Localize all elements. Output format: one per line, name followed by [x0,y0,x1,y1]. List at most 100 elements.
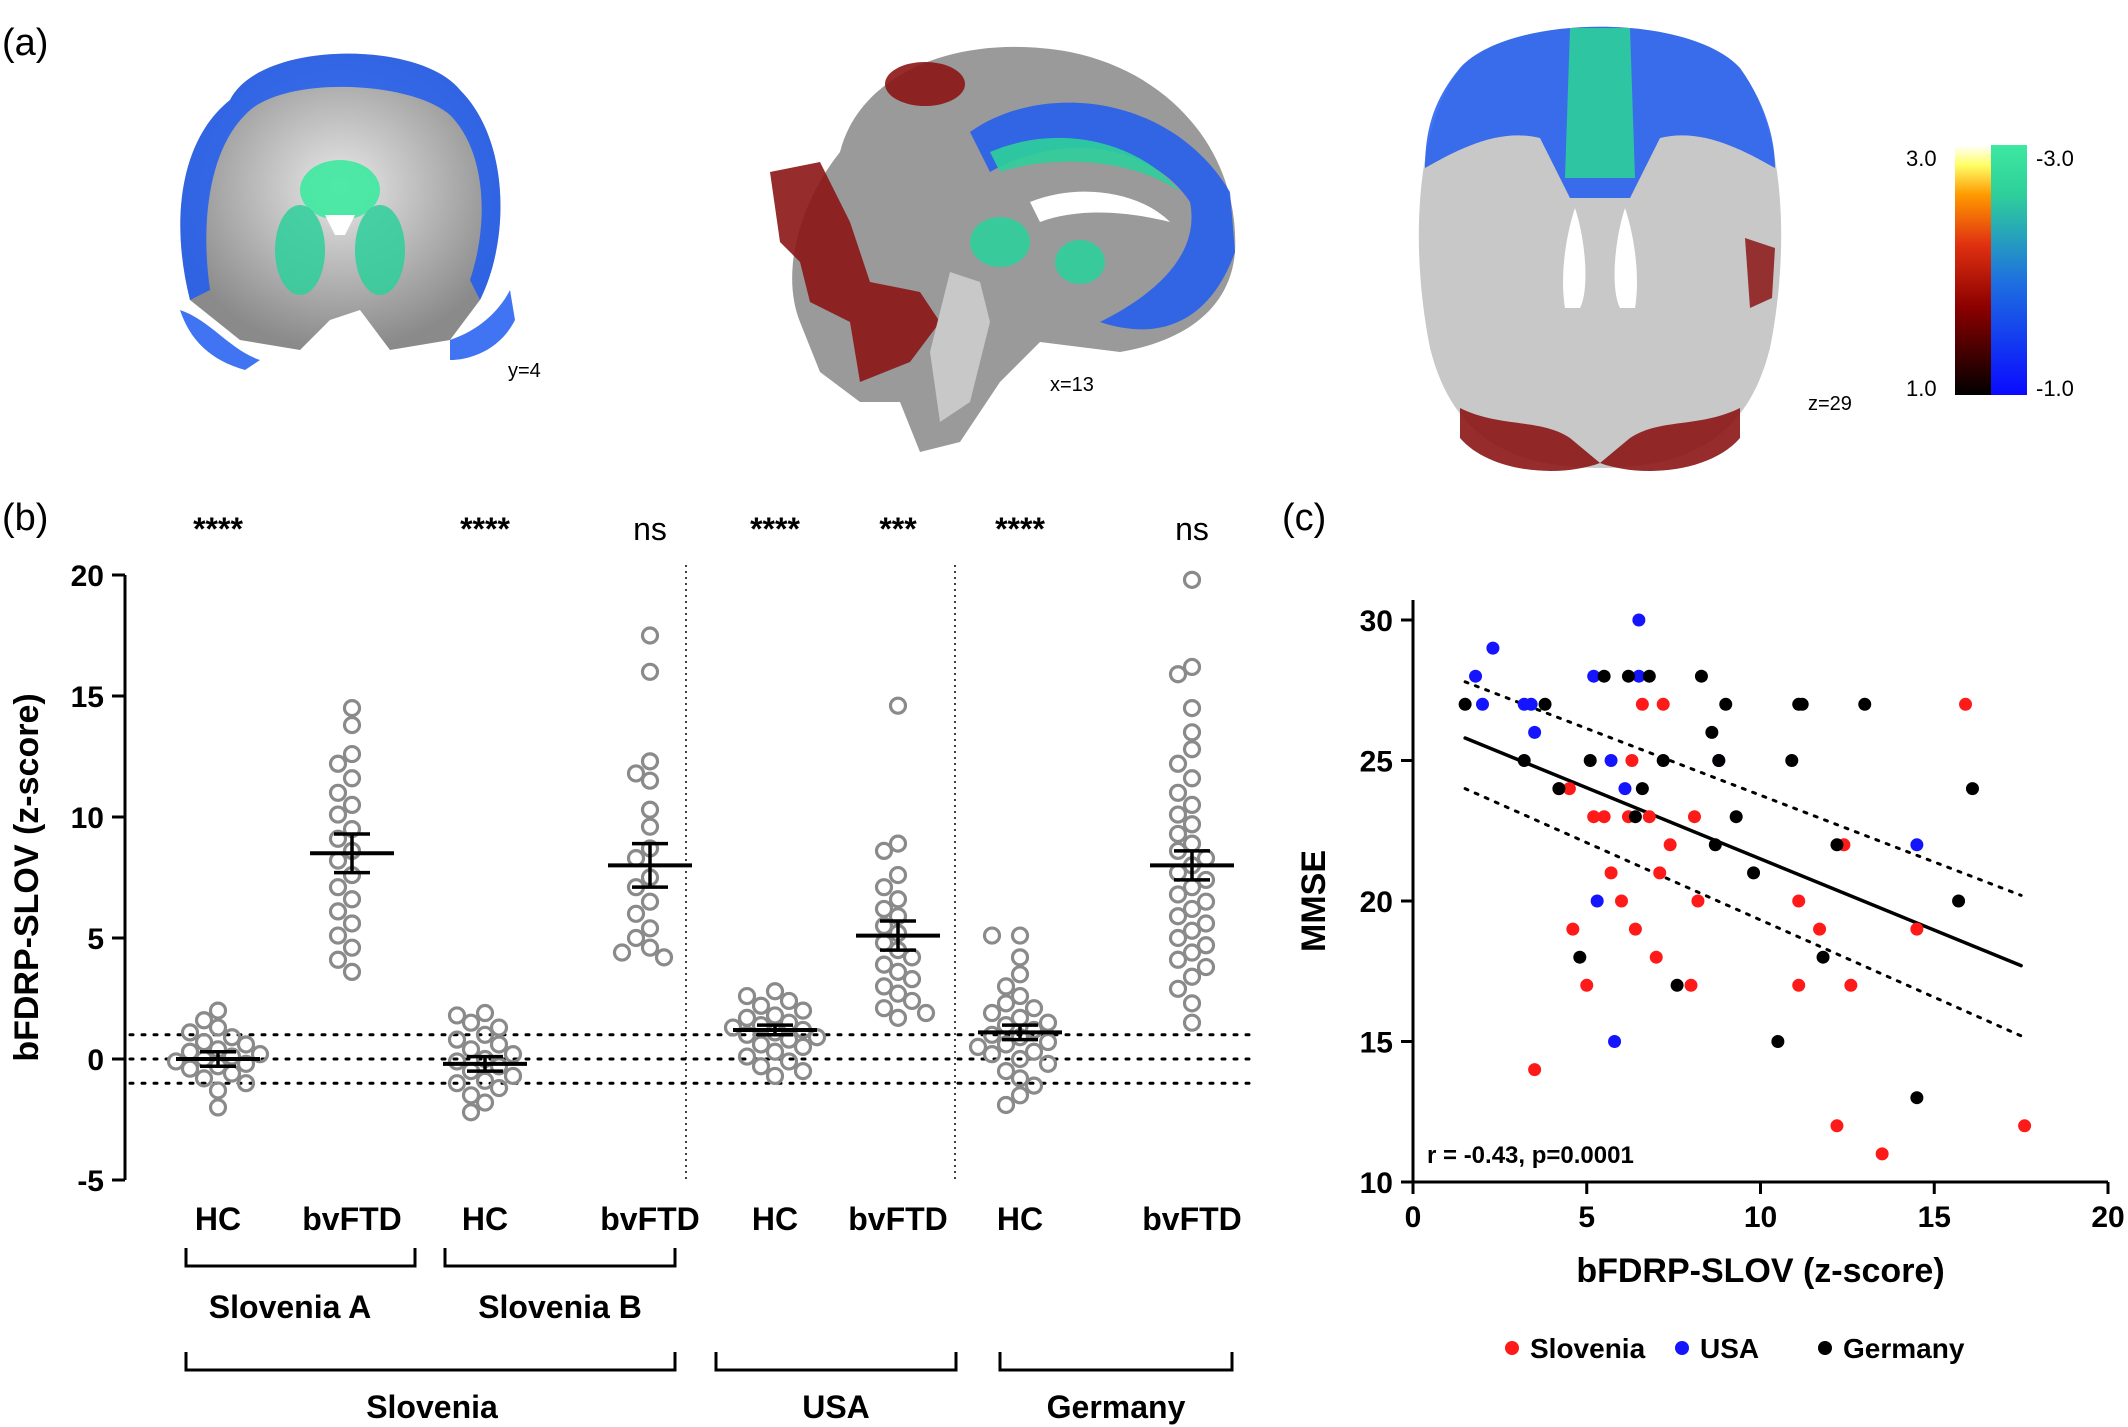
data-point-slovenia [1663,838,1677,852]
data-point [503,1045,523,1064]
y-tick-label: 25 [1360,746,1393,779]
data-point [640,938,660,957]
data-point [1182,967,1202,986]
data-point-germany [1910,1091,1924,1105]
data-point-slovenia [1687,810,1701,824]
cohort-label: Slovenia A [209,1289,371,1325]
data-point-germany [1670,978,1684,992]
data-point [996,1061,1016,1081]
data-point [996,977,1016,996]
data-point [640,919,660,938]
data-point [475,1071,495,1090]
data-point [1196,957,1216,977]
data-point [1168,979,1188,998]
data-point [888,1008,908,1027]
x-tick-label: 10 [1744,1201,1777,1234]
data-point-germany [1771,1035,1785,1048]
sagittal-brain-slice [770,46,1236,452]
data-point [765,1006,785,1025]
data-point [1168,907,1188,926]
data-point-germany [1952,894,1966,908]
country-label: Germany [1047,1389,1186,1425]
y-tick-label: 5 [87,923,104,956]
data-point [996,1095,1016,1115]
data-point-germany [1597,669,1611,683]
data-point [1168,885,1188,904]
slice-label-axial: z=29 [1808,393,1852,415]
data-point [342,744,362,764]
x-tick-label: 20 [2091,1201,2124,1234]
data-point [654,948,674,967]
significance-label: ns [633,511,667,547]
data-point [1196,892,1216,911]
data-point-germany [1458,697,1472,711]
data-point-usa [1632,613,1646,627]
data-point [1168,783,1188,802]
colorbar-warm-top-label: 3.0 [1906,146,1937,171]
ci-upper-line [1463,680,2023,897]
country-label: USA [802,1389,870,1425]
data-point [1182,921,1202,940]
group-label: bvFTD [302,1201,402,1237]
data-point [1196,936,1216,955]
data-point [342,938,362,957]
data-point [916,1003,936,1023]
y-axis-label: MMSE [1295,850,1333,952]
x-axis-label: bFDRP-SLOV (z-score) [1576,1252,1944,1290]
data-point [342,769,362,788]
y-tick-label: 0 [87,1044,104,1077]
data-point-slovenia [1562,782,1576,796]
data-point-usa [1486,641,1500,655]
data-point [1196,914,1216,933]
data-point-slovenia [1792,978,1806,992]
data-point [1182,994,1202,1013]
data-point-usa [1528,725,1542,739]
country-label: Slovenia [366,1389,498,1425]
data-point [626,849,646,868]
country-bracket [998,1352,1234,1372]
data-point [342,795,362,815]
significance-label: **** [995,511,1045,547]
slice-label-sagittal: x=13 [1050,374,1094,396]
data-point [888,865,908,885]
legend-marker [1818,1341,1832,1355]
data-point-usa [1524,697,1538,711]
data-point-germany [1628,810,1642,824]
data-point [779,1030,799,1049]
data-point-slovenia [1649,950,1663,964]
data-point-slovenia [1653,866,1667,880]
panel-label-c: (c) [1282,497,1327,539]
data-point [874,977,894,996]
legend-marker [1505,1341,1519,1355]
data-point-usa [1618,782,1632,796]
data-point [489,1035,509,1054]
data-point-slovenia [1813,922,1827,936]
data-point [1168,805,1188,824]
cohort-bracket [443,1248,677,1268]
coronal-brain-slice [180,53,515,370]
data-point [447,1052,467,1071]
data-point-germany [1747,866,1761,880]
data-point [765,1042,785,1061]
data-point [461,1040,481,1059]
data-point [1168,950,1188,969]
data-point [640,662,660,681]
data-point [1168,928,1188,948]
data-point [328,902,348,921]
y-tick-label: 10 [1360,1167,1393,1200]
data-point [236,1054,256,1073]
data-point [765,982,785,1001]
data-point-slovenia [1875,1147,1889,1161]
group-label: bvFTD [600,1201,700,1237]
data-point [1010,926,1030,945]
x-tick-label: 5 [1578,1201,1595,1234]
x-tick-label: 0 [1405,1201,1422,1234]
data-point [751,996,771,1015]
data-point [1024,1042,1044,1061]
data-point [996,994,1016,1013]
data-point [236,1074,256,1093]
data-point-slovenia [1587,810,1601,824]
y-tick-label: 20 [71,560,104,593]
data-point [1182,899,1202,919]
data-point [342,715,362,735]
